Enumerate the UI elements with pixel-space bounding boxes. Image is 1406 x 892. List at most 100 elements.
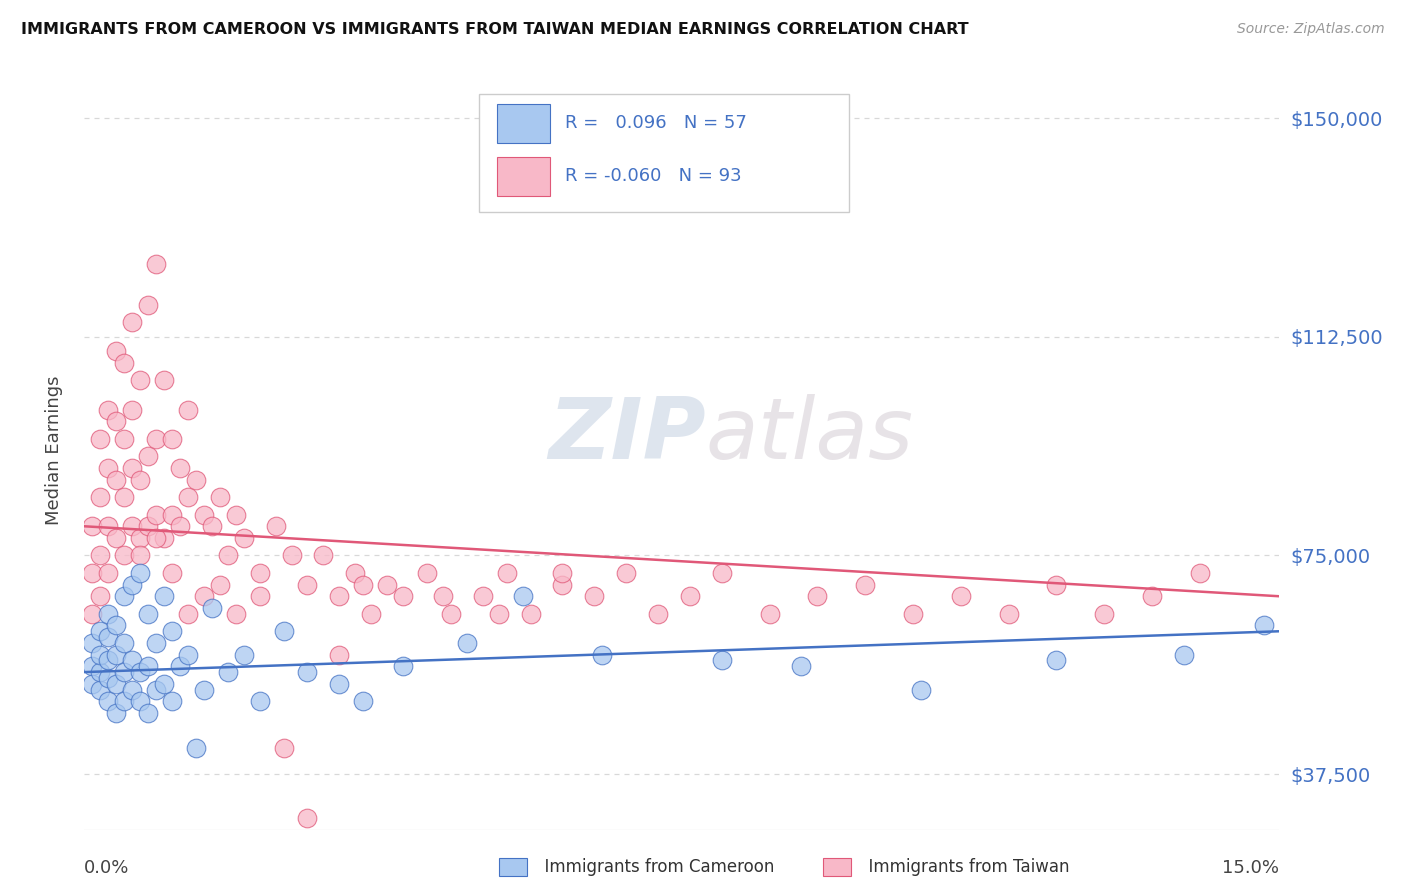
Point [145,682,167,697]
Point [225,508,247,522]
Point [758,607,780,621]
Point [193,589,215,603]
Point [153,531,176,545]
Point [121,519,143,533]
Point [512,589,534,603]
Point [169,659,191,673]
Point [145,432,167,446]
Point [136,706,159,720]
Point [201,519,224,533]
Point [280,549,302,563]
Point [82,519,104,533]
Point [121,653,143,667]
Point [471,589,494,603]
Point [583,589,606,603]
Point [105,414,128,428]
Point [89,682,111,697]
Point [1173,648,1195,662]
Point [1092,607,1115,621]
Point [121,315,143,329]
Point [136,659,159,673]
Point [1045,653,1067,667]
Point [344,566,367,580]
Point [225,607,247,621]
Point [89,648,111,662]
Point [432,589,454,603]
Point [297,811,319,825]
Point [208,490,231,504]
Point [853,577,876,591]
Point [89,589,111,603]
Text: atlas: atlas [706,393,914,477]
Point [160,566,183,580]
Point [184,740,207,755]
Point [208,577,231,591]
Point [1188,566,1211,580]
Point [97,694,120,708]
Point [949,589,972,603]
FancyBboxPatch shape [479,95,849,211]
Point [97,607,120,621]
Text: 0.0%: 0.0% [84,859,129,877]
Point [710,566,733,580]
Point [89,432,111,446]
Point [145,531,167,545]
Point [97,402,120,417]
Point [249,566,271,580]
Point [160,694,183,708]
Point [97,671,120,685]
Point [153,677,176,691]
Point [392,659,415,673]
Point [136,519,159,533]
Point [591,648,613,662]
Point [105,473,128,487]
Point [129,566,152,580]
Point [169,519,191,533]
Point [112,356,135,370]
Point [1140,589,1163,603]
Point [312,549,335,563]
Point [105,618,128,632]
Point [790,659,813,673]
Point [249,694,271,708]
Point [328,677,350,691]
Point [82,677,104,691]
Point [273,740,295,755]
Point [232,648,254,662]
Point [105,677,128,691]
Point [89,665,111,679]
Point [89,624,111,639]
Point [352,577,374,591]
Point [82,607,104,621]
FancyBboxPatch shape [496,157,551,196]
Point [97,653,120,667]
Point [105,531,128,545]
Point [145,257,167,271]
Point [121,682,143,697]
Point [456,636,478,650]
Point [136,607,159,621]
Point [495,566,517,580]
Point [273,624,295,639]
Point [193,508,215,522]
Point [105,344,128,359]
Point [440,607,463,621]
Point [153,589,176,603]
Point [112,665,135,679]
Point [136,298,159,312]
Point [647,607,669,621]
Point [105,648,128,662]
Point [177,648,200,662]
Point [328,648,350,662]
Point [89,490,111,504]
Point [129,665,152,679]
Point [901,607,924,621]
Point [249,589,271,603]
Text: 15.0%: 15.0% [1222,859,1279,877]
Point [297,665,319,679]
Point [997,607,1019,621]
Point [193,682,215,697]
Point [129,473,152,487]
Text: IMMIGRANTS FROM CAMEROON VS IMMIGRANTS FROM TAIWAN MEDIAN EARNINGS CORRELATION C: IMMIGRANTS FROM CAMEROON VS IMMIGRANTS F… [21,22,969,37]
Point [392,589,415,603]
